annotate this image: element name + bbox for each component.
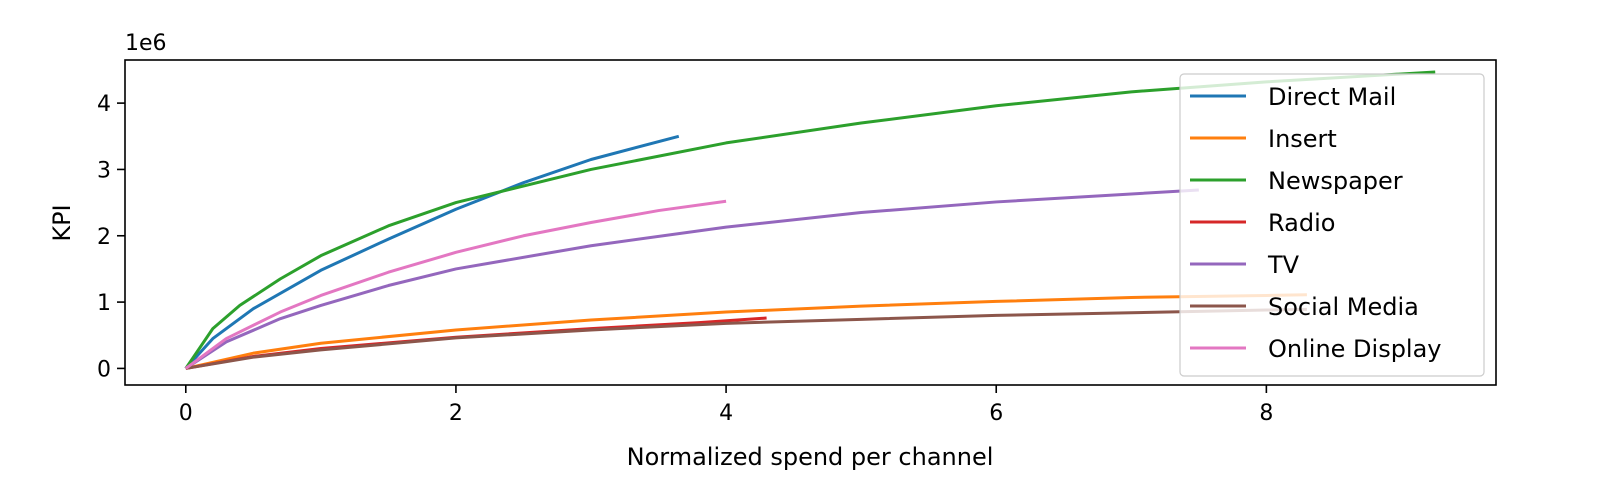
series-line-direct-mail [184,134,680,370]
legend-label-social-media: Social Media [1268,293,1419,321]
legend-box [1179,73,1485,377]
legend-label-newspaper: Newspaper [1268,167,1403,195]
legend-label-insert: Insert [1268,125,1337,153]
series-line-online-display [184,199,727,370]
x-tick-label: 0 [179,401,193,426]
x-tick-label: 8 [1259,401,1273,426]
y-axis-offset-label: 1e6 [125,31,167,56]
legend: Direct Mail Insert Newspaper Radio TV Social … [1179,73,1485,377]
legend-label-online-display: Online Display [1268,335,1442,363]
series-lines [184,70,1436,370]
legend-items: Direct Mail Insert Newspaper Radio TV Social … [1190,83,1442,363]
y-tick-label: 2 [97,225,111,250]
y-axis-label: KPI [48,204,76,241]
y-tick-label: 4 [97,92,111,117]
y-tick-label: 0 [97,357,111,382]
y-tick-label: 3 [97,158,111,183]
series-line-newspaper [184,70,1436,370]
x-tick-label: 2 [449,401,463,426]
series-line-social-media [185,307,1307,370]
series-line-insert [185,293,1307,370]
x-axis-label: Normalized spend per channel [627,443,994,471]
x-tick-label: 4 [719,401,733,426]
y-tick-label: 1 [97,291,111,316]
x-tick-label: 6 [989,401,1003,426]
legend-label-tv: TV [1267,251,1300,279]
legend-label-radio: Radio [1268,209,1335,237]
plot-frame [124,59,1497,386]
legend-label-direct-mail: Direct Mail [1268,83,1396,111]
x-axis-ticks: 0 2 4 6 8 [179,385,1273,426]
series-line-tv [184,188,1199,370]
y-axis-ticks: 0 1 2 3 4 [97,92,125,382]
